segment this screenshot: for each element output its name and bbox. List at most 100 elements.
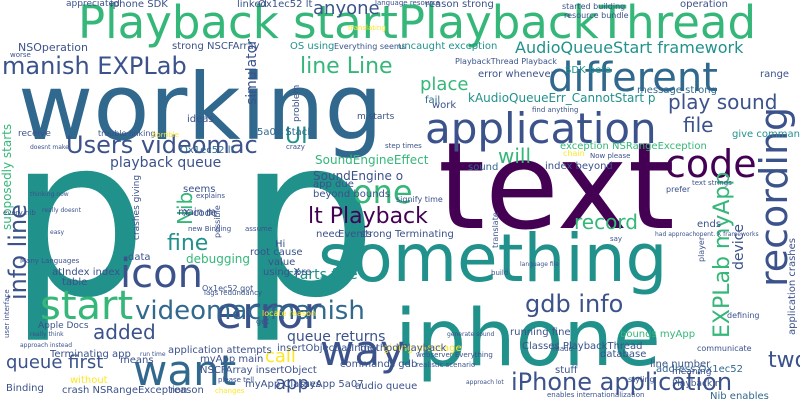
- word-approach-instead: approach instead: [20, 342, 73, 349]
- word-soundengine-o: SoundEngine o: [313, 169, 404, 183]
- word-had-approach: had approach: [655, 231, 697, 238]
- word-line-line: line Line: [300, 54, 393, 79]
- word-terminating-app: Terminating app: [50, 349, 131, 360]
- word-os-using: OS using: [290, 41, 335, 52]
- word-insertobject-atindex: insertObject atIndex: [277, 343, 379, 354]
- word-doesnt-make: doesnt make: [30, 144, 69, 151]
- word-application-attempts: application attempts: [168, 345, 272, 356]
- word-opent-x-frameworks: opent. X frameworks: [696, 231, 759, 238]
- word-atindex-index: atIndex index: [52, 267, 121, 278]
- word-work: work: [432, 100, 457, 111]
- word-debugging: debugging: [186, 252, 251, 266]
- word-ui: UI: [285, 124, 308, 149]
- word-commands-gdb: commands gdb: [340, 359, 418, 370]
- word-chain: chain: [563, 149, 585, 158]
- word-ox1ec52-lt-a: Ox1ec52 lt: [258, 0, 313, 10]
- word-index-beyond: index beyond: [545, 161, 613, 172]
- word-table: table: [62, 277, 88, 288]
- word-language-resource: language resource: [375, 0, 441, 7]
- word-webserver-everything: webserver Everything: [416, 351, 493, 359]
- word-generate-sound: generate sound: [447, 331, 495, 338]
- word-binding: Binding: [6, 383, 44, 394]
- word-pre: pre: [295, 267, 312, 278]
- word-need: need: [316, 229, 341, 240]
- word-lags-redundancy: lags redundancy: [204, 289, 263, 297]
- word-start: start: [40, 283, 134, 329]
- word-prefer: prefer: [666, 185, 691, 194]
- word-stuff: stuff: [555, 365, 578, 376]
- word-one: one: [353, 173, 413, 211]
- word-way: way: [320, 326, 405, 375]
- word-really-doesnt: really doesnt: [42, 207, 81, 214]
- word-operation: operation: [680, 0, 729, 10]
- word-soundengineeffect: SoundEngineEffect: [315, 153, 429, 167]
- word-translating: translating: [348, 24, 386, 32]
- word-possible: possible: [213, 205, 222, 238]
- word-please-tell: please tell: [218, 376, 255, 384]
- word-myapp-classes: myApp Classes: [245, 379, 322, 390]
- word-give-commands: give commands: [732, 129, 800, 140]
- word-uncaught-exception: uncaught exception: [398, 41, 498, 52]
- word-strong-nscfarray: strong NSCFArray: [172, 41, 260, 52]
- word-crashes-giving: crashes giving: [132, 174, 142, 240]
- word-file: file: [683, 113, 714, 137]
- word-range: range: [760, 69, 790, 80]
- word-place: place: [420, 74, 469, 95]
- word-manish-explab: manish EXPLab: [2, 52, 187, 80]
- word-kaudioqueueerr-cannotstart-p: kAudioQueueErr_CannotStart p: [468, 91, 656, 105]
- word-different: different: [548, 55, 718, 101]
- word-using-x: using X: [263, 267, 301, 278]
- word-something: something: [318, 220, 668, 297]
- word-added: added: [93, 320, 156, 344]
- word-nscfarray-insertobject: NSCFArray insertObject: [200, 365, 317, 376]
- word-build: build: [491, 269, 509, 277]
- word-working: working: [18, 54, 383, 161]
- word-two: two: [768, 348, 800, 373]
- word-playbackthread-playback: PlaybackThread Playback: [455, 57, 557, 66]
- word-crash-nsrangeexception: crash NSRangeException: [62, 385, 188, 396]
- word-step-times: step times: [385, 142, 422, 150]
- word-nib-enables: Nib enables: [710, 391, 769, 400]
- word-new-binding: new Binding: [188, 225, 232, 233]
- word-value: value: [268, 257, 296, 268]
- word-app: app: [275, 373, 309, 394]
- word-running-fine: running fine: [510, 327, 571, 338]
- word-database: database: [600, 349, 647, 360]
- word-ideas: ideas: [187, 114, 214, 125]
- word-trouble-linking: trouble linking: [98, 129, 156, 138]
- word-record: record: [574, 210, 638, 234]
- word-locate-reason: locate reason: [262, 309, 317, 318]
- word-bounds-myapp: bounds myApp: [620, 329, 696, 340]
- word-videomac-manish: videomac manish: [135, 296, 365, 326]
- word-error-whenever: error whenever: [478, 69, 555, 80]
- word-get: get: [256, 317, 270, 326]
- word-gdb-info: gdb info: [525, 290, 624, 318]
- word-problem: problem: [292, 84, 302, 122]
- word-sdk-beta: SDK beta: [565, 65, 612, 76]
- word-resource-bundle: resource bundle: [564, 11, 629, 20]
- word-iphone-application: iPhone application: [511, 368, 733, 396]
- word-say: say: [610, 235, 623, 243]
- word-assume: assume: [245, 225, 273, 233]
- word-code: code: [665, 142, 757, 186]
- word-reason: reason: [170, 385, 204, 396]
- word-m-starts: m starts: [357, 112, 395, 122]
- word-sound: sound: [468, 162, 499, 173]
- word-data: data: [128, 252, 151, 263]
- word-error: error: [215, 288, 322, 339]
- word-find-anything: find anything: [532, 106, 579, 114]
- word-p-p: p p: [8, 90, 388, 346]
- word-5a07-stack: 5a07 Stack: [257, 127, 314, 138]
- word-crazy: crazy: [286, 143, 305, 151]
- word-easy: easy: [50, 229, 65, 236]
- word-anyone: anyone: [313, 0, 380, 19]
- word-audioqueuestart-framework: AudioQueueStart framework: [515, 38, 744, 57]
- word-styling: styling: [628, 375, 655, 384]
- word-without: without: [70, 375, 108, 386]
- word-fail: fail: [425, 95, 441, 106]
- word-queue-first: queue first: [6, 352, 104, 373]
- word-icon: icon: [120, 251, 203, 297]
- word-horrible: horrible: [152, 131, 179, 139]
- word-ends: ends: [697, 219, 722, 230]
